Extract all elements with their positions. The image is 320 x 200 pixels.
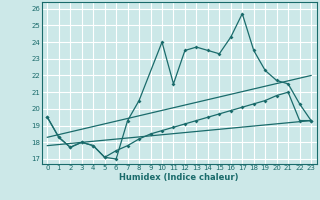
X-axis label: Humidex (Indice chaleur): Humidex (Indice chaleur) [119, 173, 239, 182]
